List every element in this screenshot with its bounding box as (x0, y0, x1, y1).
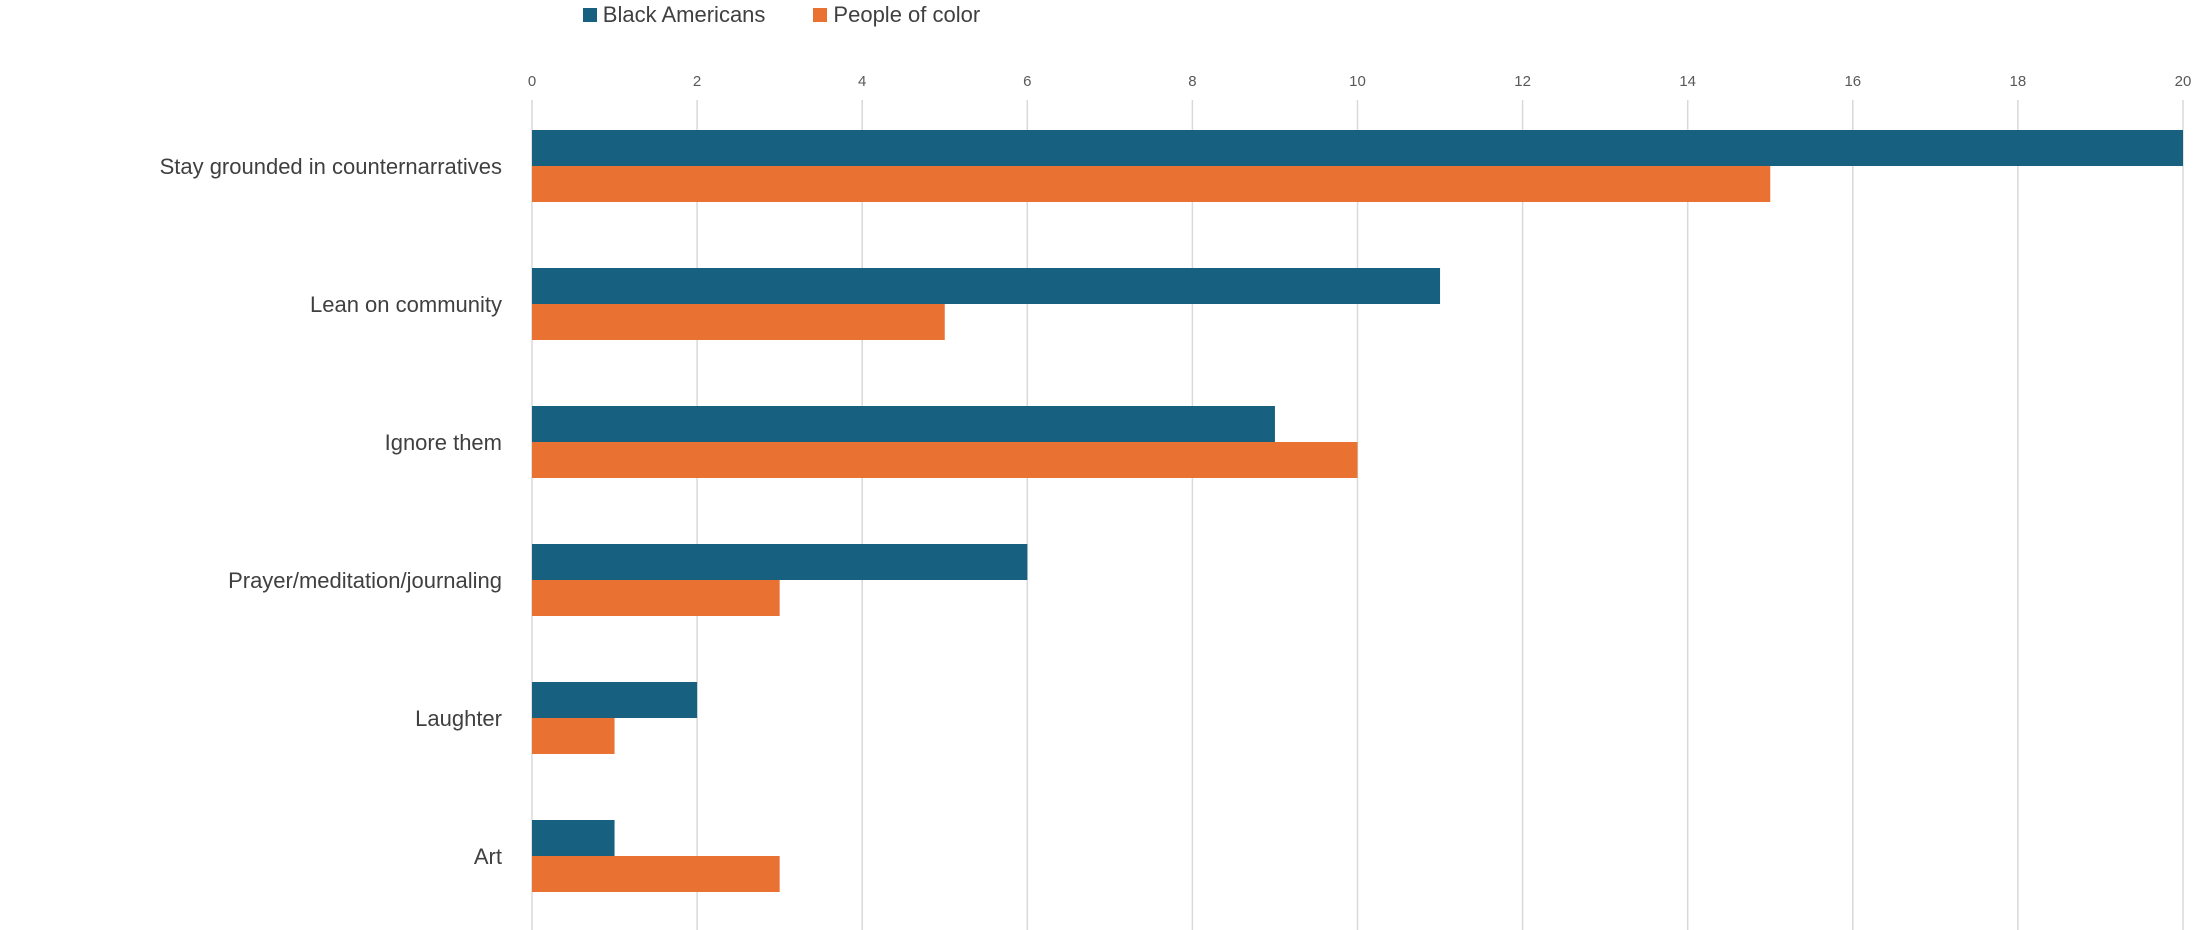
bar-people-of-color-5 (532, 856, 780, 892)
category-label-1: Lean on community (310, 292, 502, 317)
legend-swatch-black-americans (582, 8, 597, 22)
x-tick-label-20: 20 (2175, 73, 2192, 90)
bar-black-americans-4 (532, 682, 698, 718)
bar-people-of-color-2 (532, 442, 1358, 478)
category-label-0: Stay grounded in counternarratives (160, 154, 502, 179)
category-label-5: Art (474, 844, 502, 869)
legend-label-black-americans: Black Americans (602, 2, 766, 27)
x-tick-label-16: 16 (1844, 73, 1861, 90)
bar-black-americans-2 (532, 406, 1275, 442)
legend-item-people-of-color: People of color (813, 2, 980, 28)
bar-people-of-color-4 (532, 718, 615, 754)
legend-label-people-of-color: People of color (833, 2, 981, 27)
bar-black-americans-3 (532, 544, 1028, 580)
bar-people-of-color-3 (532, 580, 780, 616)
bar-black-americans-0 (532, 130, 2183, 166)
category-label-2: Ignore them (385, 430, 502, 455)
legend-item-black-americans: Black Americans (582, 2, 766, 28)
bar-people-of-color-1 (532, 304, 945, 340)
x-tick-label-4: 4 (858, 73, 866, 90)
category-label-3: Prayer/meditation/journaling (228, 568, 502, 593)
x-tick-label-6: 6 (1023, 73, 1031, 90)
legend: Black Americans People of color (0, 2, 1563, 28)
bar-black-americans-1 (532, 268, 1441, 304)
x-tick-label-14: 14 (1679, 73, 1696, 90)
x-tick-label-8: 8 (1188, 73, 1196, 90)
legend-swatch-people-of-color (813, 8, 828, 22)
x-tick-label-12: 12 (1514, 73, 1531, 90)
category-label-4: Laughter (415, 706, 502, 731)
bar-people-of-color-0 (532, 166, 1771, 202)
x-tick-label-2: 2 (693, 73, 701, 90)
x-tick-label-0: 0 (528, 73, 536, 90)
x-tick-label-18: 18 (2010, 73, 2027, 90)
bar-black-americans-5 (532, 820, 615, 856)
x-tick-label-10: 10 (1349, 73, 1366, 90)
